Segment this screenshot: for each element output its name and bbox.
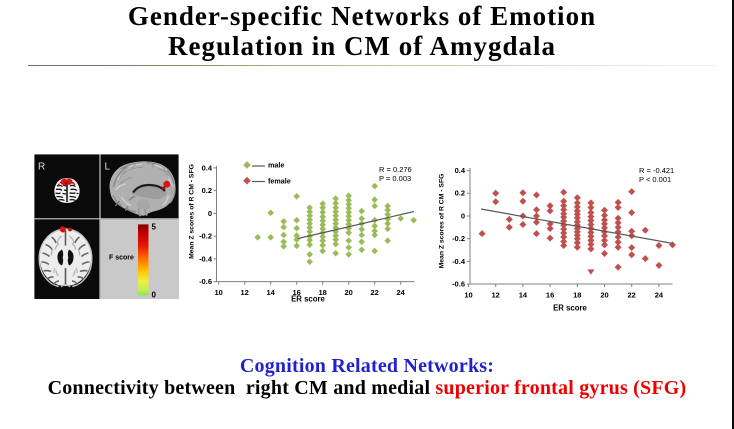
svg-text:Mean Z scores of R CM - SFG: Mean Z scores of R CM - SFG <box>439 174 446 269</box>
svg-text:14: 14 <box>267 288 276 297</box>
svg-text:R = -0.421: R = -0.421 <box>639 166 674 175</box>
svg-text:16: 16 <box>546 291 554 300</box>
svg-text:0: 0 <box>208 209 212 218</box>
svg-text:Mean Z scores of R CM - SFG: Mean Z scores of R CM - SFG <box>189 164 196 259</box>
svg-text:0.4: 0.4 <box>455 166 466 175</box>
svg-text:-0.6: -0.6 <box>452 280 465 289</box>
svg-text:18: 18 <box>573 291 581 300</box>
svg-text:R = 0.276: R = 0.276 <box>379 165 412 174</box>
svg-text:L: L <box>105 162 111 173</box>
svg-text:24: 24 <box>397 288 406 297</box>
svg-text:ER score: ER score <box>553 304 587 313</box>
svg-text:24: 24 <box>655 291 664 300</box>
svg-text:female: female <box>268 176 291 185</box>
svg-text:-0.4: -0.4 <box>452 257 466 266</box>
svg-text:male: male <box>268 161 284 170</box>
svg-text:0.2: 0.2 <box>202 186 212 195</box>
svg-text:0: 0 <box>152 291 157 300</box>
svg-text:5: 5 <box>152 223 157 232</box>
svg-text:10: 10 <box>464 291 472 300</box>
svg-text:-0.2: -0.2 <box>199 232 212 241</box>
svg-text:-0.4: -0.4 <box>199 254 213 263</box>
svg-text:P < 0.001: P < 0.001 <box>639 175 671 184</box>
svg-text:12: 12 <box>492 291 500 300</box>
svg-text:18: 18 <box>319 288 327 297</box>
svg-text:P = 0.003: P = 0.003 <box>379 174 411 183</box>
svg-text:F score: F score <box>109 255 134 262</box>
svg-text:14: 14 <box>519 291 528 300</box>
svg-text:20: 20 <box>345 288 353 297</box>
svg-text:22: 22 <box>628 291 636 300</box>
svg-text:R: R <box>38 162 45 173</box>
svg-text:ER score: ER score <box>291 295 325 304</box>
svg-text:22: 22 <box>371 288 379 297</box>
svg-text:10: 10 <box>215 288 223 297</box>
svg-text:-0.2: -0.2 <box>452 234 465 243</box>
svg-text:-0.6: -0.6 <box>199 277 212 286</box>
svg-text:20: 20 <box>600 291 608 300</box>
svg-text:16: 16 <box>293 288 301 297</box>
svg-text:0.4: 0.4 <box>202 163 213 172</box>
svg-text:0.2: 0.2 <box>455 189 465 198</box>
svg-text:12: 12 <box>241 288 249 297</box>
svg-text:0: 0 <box>461 211 465 220</box>
